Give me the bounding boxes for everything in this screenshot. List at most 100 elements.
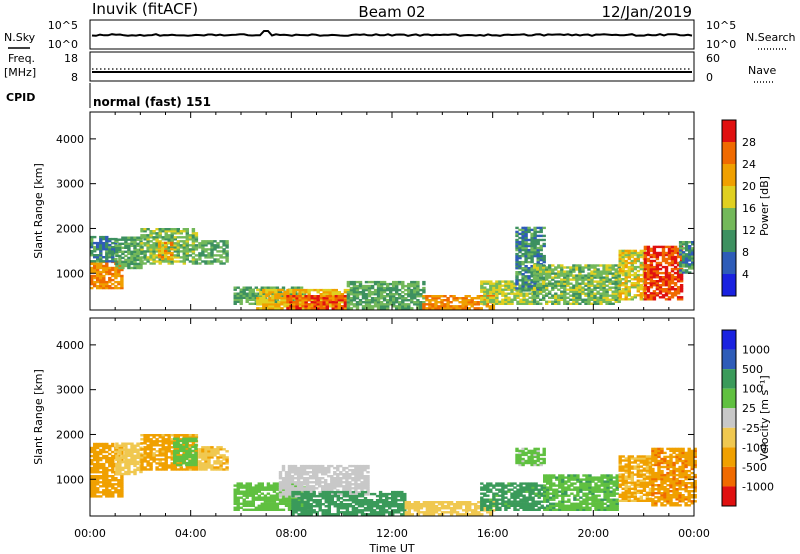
heatmap-cell xyxy=(560,296,564,299)
heatmap-cell xyxy=(278,477,283,480)
heatmap-cell xyxy=(652,276,657,279)
heatmap-cell xyxy=(416,299,420,302)
heatmap-cell xyxy=(251,498,255,501)
heatmap-cell xyxy=(194,459,198,463)
heatmap-cell xyxy=(182,228,186,231)
heatmap-cell xyxy=(93,495,97,498)
heatmap-cell xyxy=(375,505,380,508)
heatmap-cell xyxy=(304,307,308,310)
heatmap-cell xyxy=(548,280,552,283)
heatmap-cell xyxy=(407,511,411,514)
heatmap-cell xyxy=(389,297,393,300)
heatmap-cell xyxy=(319,288,323,292)
heatmap-cell xyxy=(222,248,226,251)
heatmap-cell xyxy=(342,487,346,490)
heatmap-cell xyxy=(188,463,192,467)
heatmap-cell xyxy=(271,307,275,310)
heatmap-cell xyxy=(366,487,370,490)
heatmap-cell xyxy=(403,492,407,496)
heatmap-cell xyxy=(143,244,147,247)
heatmap-cell xyxy=(333,501,337,504)
heatmap-cell xyxy=(428,501,433,504)
heatmap-cell xyxy=(569,278,573,281)
heatmap-cell xyxy=(233,296,237,299)
heatmap-cell xyxy=(176,436,180,439)
heatmap-cell xyxy=(140,434,144,437)
heatmap-cell xyxy=(327,487,331,490)
heatmap-cell xyxy=(551,296,555,299)
heatmap-cell xyxy=(225,252,229,255)
heatmap-cell xyxy=(291,501,295,504)
heatmap-cell xyxy=(207,252,211,255)
heatmap-cell xyxy=(164,241,168,245)
heatmap-cell xyxy=(655,245,660,249)
heatmap-cell xyxy=(354,511,359,514)
heatmap-cell xyxy=(207,450,211,453)
heatmap-cell xyxy=(167,250,171,253)
heatmap-cell xyxy=(251,502,255,505)
heatmap-cell xyxy=(385,497,389,500)
heatmap-cell xyxy=(325,297,329,300)
heatmap-cell xyxy=(518,267,522,270)
heatmap-cell xyxy=(194,437,198,440)
heatmap-cell xyxy=(596,286,600,289)
heatmap-cell xyxy=(111,278,115,282)
heatmap-cell xyxy=(340,307,345,310)
heatmap-cell xyxy=(118,258,122,262)
heatmap-cell xyxy=(652,271,657,275)
heatmap-cell xyxy=(277,305,281,308)
heatmap-cell xyxy=(306,503,310,506)
heatmap-cell xyxy=(352,282,357,286)
heatmap-cell xyxy=(486,300,490,303)
heatmap-cell xyxy=(284,502,289,505)
heatmap-cell xyxy=(407,299,411,302)
heatmap-cell xyxy=(99,235,103,239)
heatmap-cell xyxy=(525,292,529,295)
heatmap-cell xyxy=(527,267,531,270)
heatmap-cell xyxy=(518,273,522,276)
heatmap-cell xyxy=(557,266,561,269)
heatmap-cell xyxy=(605,294,609,297)
heatmap-cell xyxy=(673,284,678,287)
heatmap-cell xyxy=(117,491,121,494)
heatmap-cell xyxy=(339,505,344,508)
heatmap-cell xyxy=(569,294,573,297)
heatmap-cell xyxy=(108,452,112,456)
heatmap-cell xyxy=(161,452,165,455)
heatmap-cell xyxy=(536,230,540,234)
heatmap-cell xyxy=(322,293,326,296)
heatmap-cell xyxy=(333,490,337,494)
heatmap-cell xyxy=(348,505,353,508)
heatmap-cell xyxy=(262,291,266,294)
heatmap-cell xyxy=(298,305,302,308)
heatmap-cell xyxy=(602,290,606,293)
heatmap-cell xyxy=(678,263,683,266)
heatmap-cell xyxy=(652,292,657,295)
heatmap-cell xyxy=(452,297,456,300)
heatmap-cell xyxy=(296,487,301,490)
heatmap-cell xyxy=(539,292,543,295)
heatmap-cell xyxy=(216,468,220,471)
heatmap-cell xyxy=(130,254,134,258)
heatmap-cell xyxy=(158,450,162,453)
heatmap-cell xyxy=(158,452,162,455)
heatmap-cell xyxy=(191,463,195,467)
heatmap-cell xyxy=(210,452,214,455)
heatmap-cell xyxy=(364,280,369,284)
heatmap-cell xyxy=(691,261,695,264)
heatmap-cell xyxy=(173,443,177,447)
heatmap-cell xyxy=(245,288,249,291)
nsky-panel: 10^5 10^0 10^5 10^0 N.Sky N.Search xyxy=(4,19,796,51)
heatmap-cell xyxy=(633,249,637,253)
heatmap-cell xyxy=(519,302,523,305)
heatmap-cell xyxy=(633,284,637,287)
heatmap-cell xyxy=(510,282,514,285)
heatmap-cell xyxy=(590,292,594,295)
heatmap-cell xyxy=(611,292,615,295)
heatmap-cell xyxy=(185,441,189,444)
heatmap-cell xyxy=(539,264,543,267)
heatmap-cell xyxy=(302,489,307,492)
heatmap-cell xyxy=(330,494,334,498)
cpid-value: normal (fast) 151 xyxy=(93,95,211,109)
heatmap-cell xyxy=(173,451,177,455)
